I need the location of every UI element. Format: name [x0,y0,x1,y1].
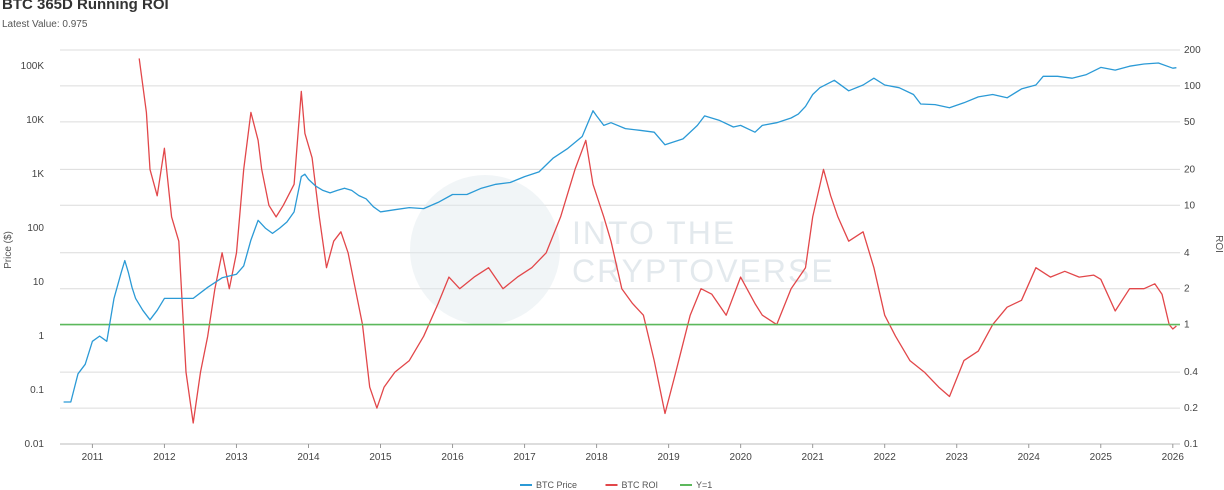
x-tick-label: 2026 [1162,452,1185,463]
watermark-logo-icon [410,175,560,325]
x-tick-label: 2017 [513,452,536,463]
x-axis-ticks: 2011 2012 2013 2014 2015 2016 2017 2018 2019 2020… [82,444,1185,463]
legend-label-y-1: Y=1 [696,480,712,490]
left-tick-label: 100K [21,61,45,72]
left-tick-label: 1K [32,169,45,180]
left-tick-label: 100 [27,223,44,234]
x-tick-label: 2020 [730,452,753,463]
right-tick-label: 10 [1184,200,1196,211]
x-tick-label: 2013 [225,452,248,463]
x-tick-label: 2014 [297,452,320,463]
right-axis-ticks: 0.1 0.2 0.4 1 2 4 10 20 50 100 200 [1184,45,1201,450]
series-line-btc-price [63,62,1177,403]
legend-label-btc-roi: BTC ROI [622,480,659,490]
left-tick-label: 0.01 [25,439,45,450]
right-tick-label: 200 [1184,45,1201,56]
right-tick-label: 0.1 [1184,439,1198,450]
x-tick-label: 2015 [369,452,392,463]
right-axis-title: ROI [1213,235,1224,253]
legend: BTC Price BTC ROI Y=1 [520,480,712,490]
right-tick-label: 50 [1184,117,1196,128]
left-axis-title: Price ($) [3,231,14,269]
right-tick-label: 100 [1184,81,1201,92]
series-lines [60,58,1180,424]
chart-title: BTC 365D Running ROI [2,0,169,13]
right-tick-label: 0.2 [1184,403,1198,414]
left-tick-label: 0.1 [30,385,44,396]
x-tick-label: 2016 [441,452,464,463]
right-tick-label: 4 [1184,248,1190,259]
x-tick-label: 2022 [874,452,897,463]
x-tick-label: 2021 [802,452,825,463]
right-tick-label: 0.4 [1184,367,1198,378]
watermark: INTO THE CRYPTOVERSE [410,175,833,325]
x-tick-label: 2025 [1090,452,1113,463]
x-tick-label: 2023 [946,452,969,463]
x-tick-label: 2024 [1018,452,1041,463]
x-tick-label: 2019 [657,452,680,463]
left-tick-label: 10 [33,277,45,288]
left-axis-ticks: 0.01 0.1 1 10 100 1K 10K 100K [21,61,45,450]
x-tick-label: 2012 [153,452,176,463]
series-line-btc-roi [138,58,1177,424]
right-tick-label: 1 [1184,320,1190,331]
latest-value-subtitle: Latest Value: 0.975 [2,19,88,30]
watermark-line1: INTO THE [572,215,736,251]
left-tick-label: 10K [26,115,44,126]
right-tick-label: 20 [1184,164,1196,175]
x-tick-label: 2011 [82,452,104,463]
x-tick-label: 2018 [585,452,608,463]
right-tick-label: 2 [1184,284,1190,295]
legend-label-btc-price: BTC Price [536,480,577,490]
left-tick-label: 1 [38,331,44,342]
